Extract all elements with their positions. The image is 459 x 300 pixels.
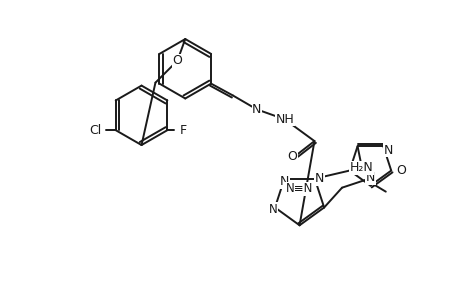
Text: N: N [314,172,324,185]
Text: N: N [252,103,261,116]
Text: N: N [365,171,374,184]
Text: N: N [268,203,277,216]
Text: O: O [395,164,405,177]
Text: N≡N: N≡N [285,182,313,195]
Text: NH: NH [274,113,293,126]
Text: N: N [252,103,261,116]
Text: H₂N: H₂N [349,161,373,175]
Text: F: F [179,124,186,137]
Text: O: O [172,54,182,67]
Text: N: N [279,175,288,188]
Text: O: O [287,150,297,164]
Text: N: N [383,144,392,157]
Text: Cl: Cl [90,124,102,137]
